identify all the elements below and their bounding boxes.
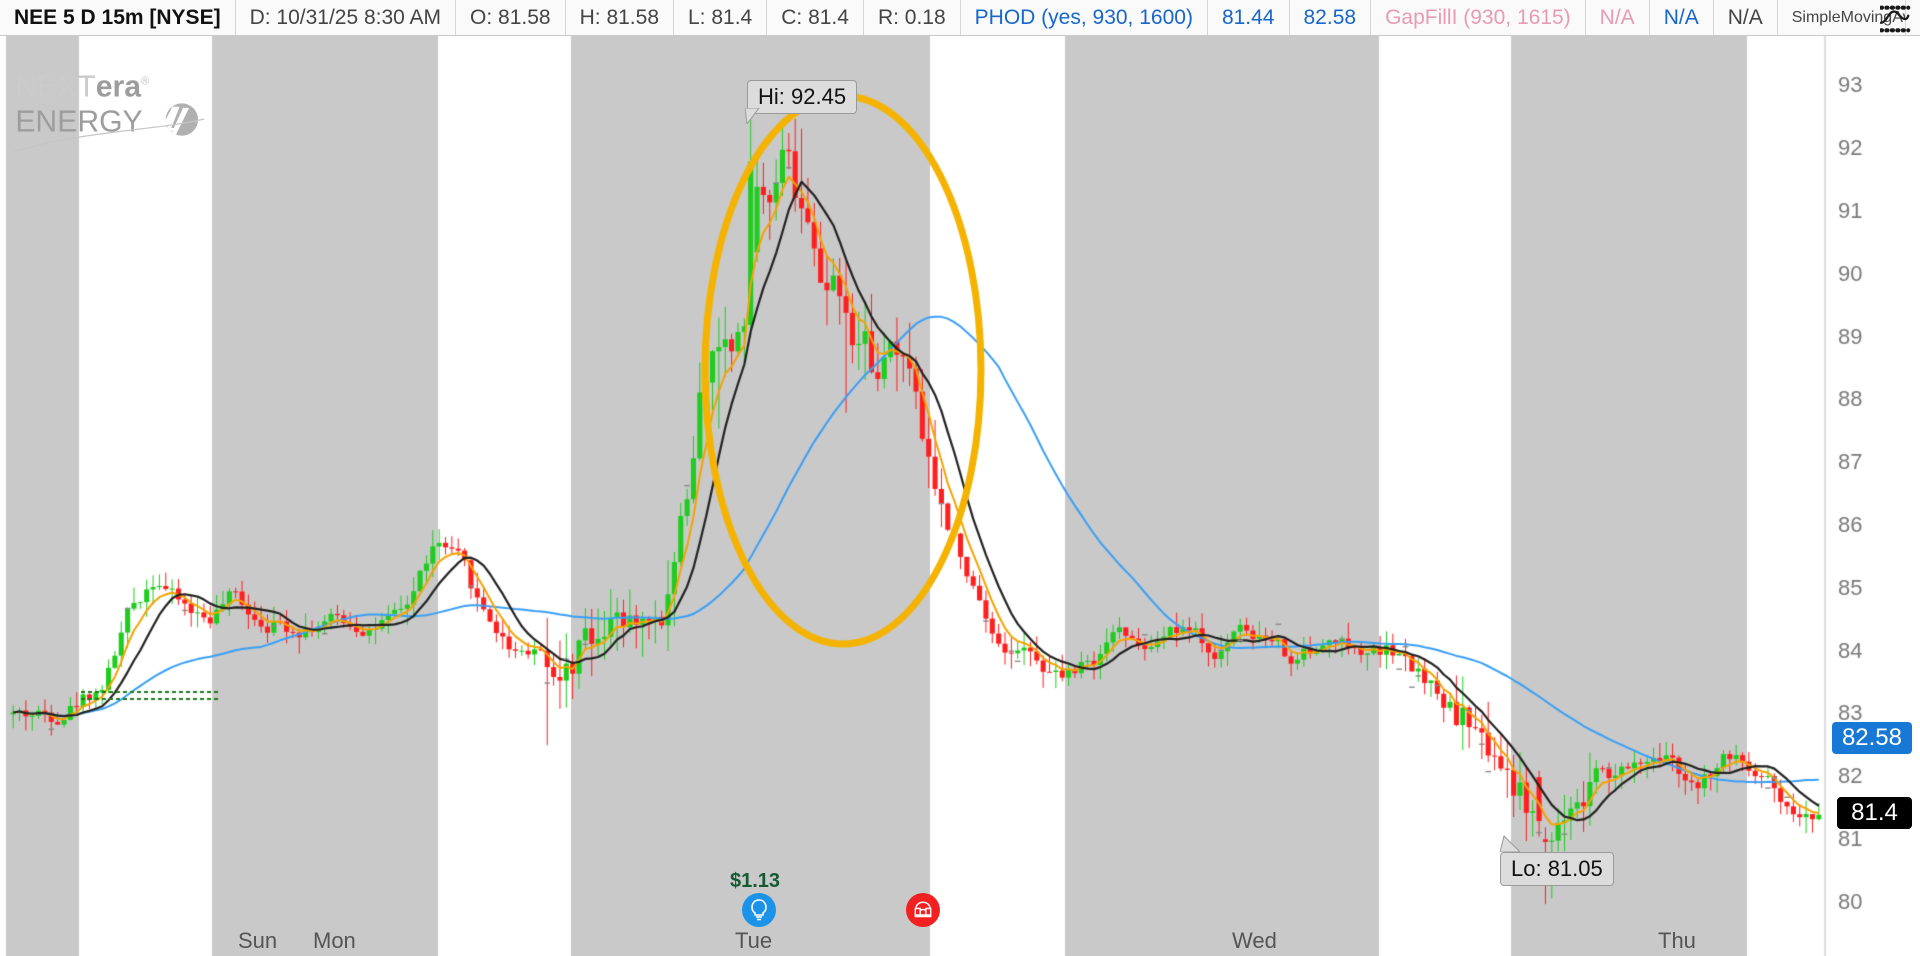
- svg-text:ENERGY: ENERGY: [15, 105, 142, 138]
- svg-text:NEXTera®: NEXTera®: [15, 71, 150, 104]
